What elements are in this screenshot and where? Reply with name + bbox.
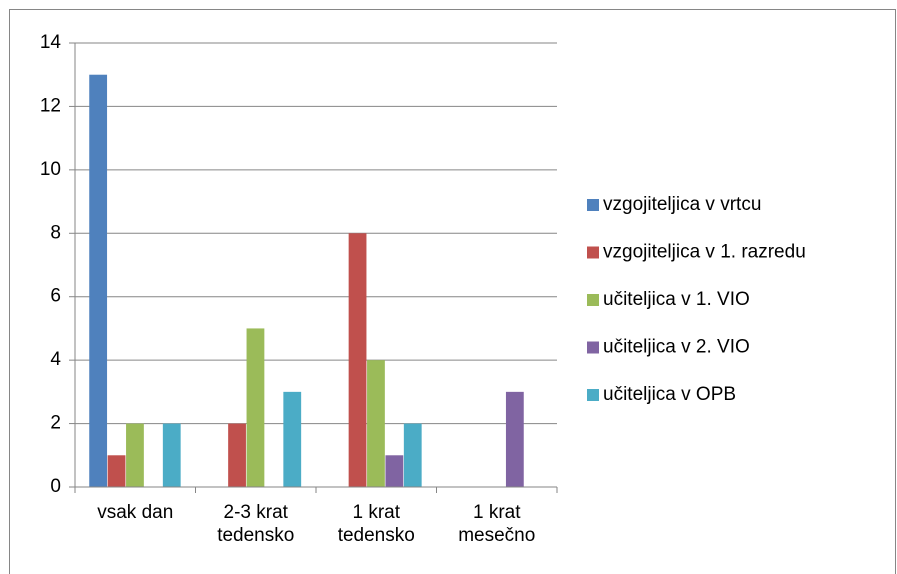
legend-swatch [587, 246, 599, 259]
y-tick-label: 10 [40, 159, 61, 180]
y-tick-label: 6 [50, 286, 61, 307]
bar [283, 391, 302, 487]
bar [505, 391, 524, 487]
y-tick-label: 0 [50, 476, 61, 497]
bar [89, 74, 108, 487]
x-tick-label: 1 krat tedensko [337, 502, 415, 546]
bar [348, 233, 367, 487]
legend-swatch [587, 341, 599, 354]
legend-label: učiteljica v OPB [603, 384, 736, 405]
legend-swatch [587, 199, 599, 211]
y-tick-label: 8 [50, 222, 61, 243]
legend-swatch [587, 294, 599, 306]
legend-label: vzgojiteljica v vrtcu [603, 194, 761, 215]
bar [126, 423, 144, 487]
legend-swatch [587, 389, 599, 401]
bar [385, 455, 404, 487]
legend-label: učiteljica v 1. VIO [603, 289, 750, 310]
legend-label: vzgojiteljica v 1. razredu [603, 242, 806, 263]
x-tick-label: 1 krat mesečno [458, 502, 536, 546]
bar [228, 423, 246, 487]
y-tick-label: 14 [40, 32, 62, 53]
bar [403, 423, 422, 487]
x-tick-label: vsak dan [97, 502, 174, 523]
legend-label: učiteljica v 2. VIO [603, 337, 750, 358]
y-tick-label: 2 [50, 413, 61, 434]
bar [107, 455, 126, 487]
y-tick-label: 12 [40, 95, 61, 116]
bar [246, 328, 265, 487]
x-tick-label: 2-3 krat tedensko [217, 502, 295, 546]
y-tick-label: 4 [50, 349, 61, 370]
chart-border [9, 9, 896, 574]
bar [162, 423, 181, 487]
bar [367, 360, 385, 487]
